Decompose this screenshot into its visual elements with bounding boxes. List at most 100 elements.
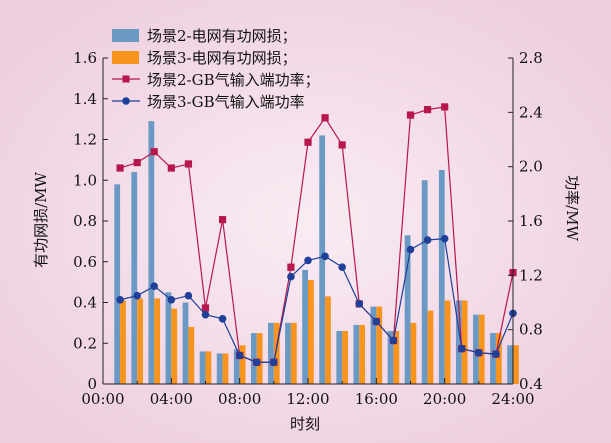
point-s2-h12 [304, 138, 312, 146]
point-s3-h23 [492, 350, 500, 358]
bar-s2-h1 [114, 184, 121, 384]
point-s3-h18 [406, 245, 415, 254]
point-s3-h8 [235, 351, 244, 360]
legend-swatch-bar2 [112, 29, 139, 42]
point-s3-h16 [372, 317, 381, 326]
point-s3-h12 [304, 256, 312, 265]
bar-s3-h11 [290, 322, 297, 385]
bar-s3-h21 [461, 300, 468, 384]
y-right-tick-label: 0.4 [519, 375, 543, 393]
x-axis-title: 时刻 [290, 415, 320, 433]
point-s2-h4 [167, 164, 175, 172]
point-s2-h11 [287, 263, 295, 271]
point-s3-h21 [457, 344, 466, 353]
lines-layer [116, 103, 517, 367]
y-axis-left-title: 有功网损/MW [32, 172, 50, 268]
bar-s3-h15 [359, 324, 366, 384]
bar-s2-h16 [370, 306, 377, 384]
bar-s3-h19 [427, 310, 434, 384]
point-s3-h9 [252, 358, 261, 367]
bar-s2-h7 [216, 353, 223, 384]
legend-label-bar3: 场景3-电网有功网损； [147, 49, 297, 67]
x-tick-label: 00:00 [81, 390, 124, 408]
point-s3-h1 [116, 295, 124, 304]
bar-s3-h5 [188, 326, 195, 384]
point-s2-h14 [338, 141, 346, 149]
legend-label-bar2: 场景2-电网有功网损； [147, 27, 297, 45]
bar-s2-h5 [182, 302, 189, 384]
point-s2-h13 [321, 114, 329, 122]
bar-s2-h4 [165, 292, 172, 384]
y-right-tick-label: 1.2 [519, 266, 543, 284]
point-s3-h19 [423, 236, 432, 244]
y-left-tick-label: 0.4 [73, 294, 97, 312]
x-tick-label: 16:00 [355, 390, 398, 408]
point-s3-h2 [133, 291, 141, 300]
bar-s3-h12 [308, 280, 314, 384]
point-s2-h5 [184, 160, 193, 168]
bar-s3-h8 [239, 345, 246, 384]
bar-s2-h14 [336, 331, 343, 384]
y-left-tick-label: 1.2 [73, 131, 97, 149]
y-right-tick-label: 2.4 [519, 103, 543, 121]
x-tick-label: 12:00 [286, 390, 329, 408]
bar-s2-h20 [438, 170, 445, 384]
bar-s3-h13 [325, 296, 331, 384]
point-s3-h10 [270, 358, 278, 367]
y-right-tick-label: 1.6 [519, 212, 543, 230]
legend-label-line3: 场景3-GB气输入端功率 [147, 93, 305, 111]
bar-s2-h15 [353, 324, 360, 384]
y-right-tick-label: 2.0 [519, 158, 543, 176]
bar-s2-h12 [302, 269, 308, 384]
point-s2-h6 [201, 304, 210, 312]
bar-s2-h11 [285, 322, 291, 385]
point-s3-h17 [389, 336, 398, 345]
legend-marker-line2 [122, 75, 130, 83]
y-left-tick-label: 0.2 [73, 334, 97, 352]
bar-s2-h18 [404, 235, 411, 384]
point-s3-h22 [475, 348, 483, 357]
legend-swatch-bar3 [112, 51, 139, 64]
legend-label-line2: 场景2-GB气输入端功率； [147, 71, 320, 89]
point-s3-h20 [440, 234, 449, 243]
bar-s3-h14 [342, 331, 348, 384]
legend: 场景2-电网有功网损； 场景3-电网有功网损； 场景2-GB气输入端功率； 场景… [112, 27, 320, 111]
axes-layer: 0 0.2 0.4 0.6 0.8 1.0 1.2 1.4 1.6 0.4 0.8 1.2 1.6 2.0… [73, 49, 543, 408]
y-left-tick-label: 0 [87, 375, 97, 393]
point-s3-h14 [338, 263, 346, 271]
bar-s3-h9 [256, 333, 263, 384]
x-tick-label: 08:00 [218, 390, 261, 408]
legend-marker-line3 [122, 97, 130, 105]
bar-s2-h8 [233, 349, 240, 384]
bar-s3-h7 [222, 353, 229, 384]
point-s3-h15 [355, 300, 364, 308]
point-s2-h7 [218, 216, 227, 224]
bar-s3-h18 [410, 322, 417, 385]
bar-s3-h4 [171, 308, 178, 384]
bar-s3-h16 [376, 306, 383, 384]
bar-s2-h17 [387, 331, 394, 384]
point-s2-h2 [133, 158, 141, 167]
bar-s2-h19 [421, 180, 428, 384]
bar-s2-h10 [268, 322, 274, 385]
point-s3-h3 [150, 282, 159, 291]
y-left-tick-label: 1.4 [73, 90, 97, 108]
bar-s3-h24 [513, 345, 519, 384]
point-s2-h20 [441, 103, 449, 111]
point-s2-h18 [406, 111, 415, 119]
bar-s2-h6 [199, 351, 206, 384]
bar-s3-h23 [495, 333, 502, 384]
bar-s2-h13 [319, 135, 326, 384]
point-s2-h1 [116, 164, 124, 172]
bar-s3-h6 [205, 351, 212, 384]
y-left-tick-label: 0.8 [73, 212, 97, 230]
x-tick-label: 24:00 [491, 390, 534, 408]
point-s3-h6 [201, 310, 210, 319]
point-s3-h5 [184, 291, 193, 300]
bar-s3-h2 [137, 298, 143, 384]
bar-s2-h21 [455, 300, 462, 384]
y-right-tick-label: 0.8 [519, 321, 543, 339]
y-left-tick-label: 1.0 [73, 171, 97, 189]
bar-s3-h20 [444, 300, 451, 384]
bar-s3-h17 [393, 331, 400, 384]
